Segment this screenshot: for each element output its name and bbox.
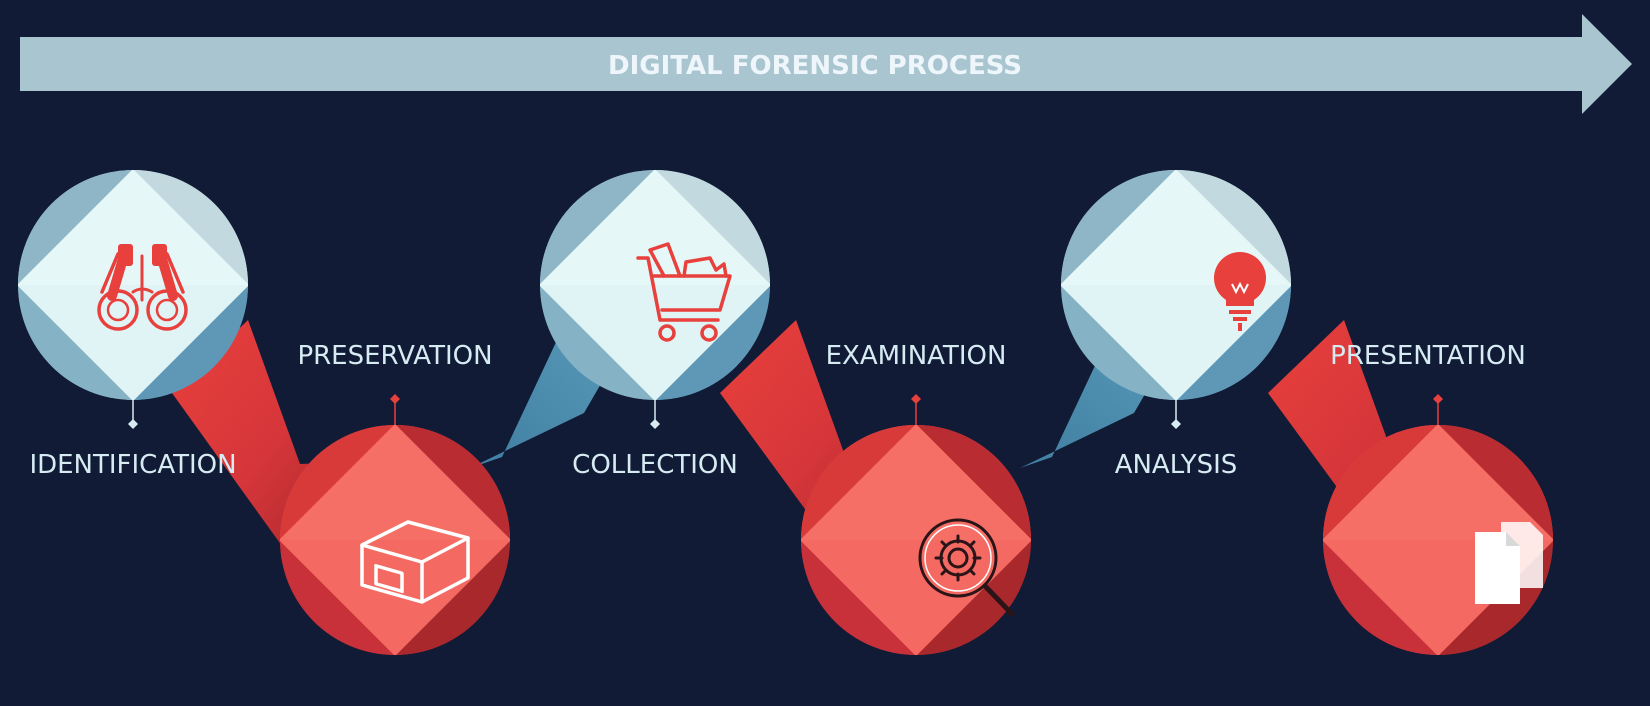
shopping-cart-icon	[636, 242, 732, 342]
gear-magnifier-icon	[918, 518, 1015, 617]
examination-node	[801, 425, 1031, 655]
lightbulb-icon	[1214, 252, 1266, 331]
step-labels: IDENTIFICATION PRESERVATION COLLECTION EXAM…	[29, 341, 1525, 480]
tick-diamond-0	[128, 419, 138, 429]
step-collection	[540, 170, 770, 400]
step-label-analysis: ANALYSIS	[1115, 450, 1238, 480]
step-examination	[801, 425, 1031, 655]
binoculars-icon	[97, 244, 188, 331]
tick-diamond-1	[390, 394, 400, 404]
step-label-identification: IDENTIFICATION	[29, 450, 236, 480]
step-ticks	[128, 394, 1443, 429]
box-icon	[360, 520, 470, 604]
step-analysis	[1061, 170, 1291, 400]
process-title: DIGITAL FORENSIC PROCESS	[608, 51, 1022, 81]
step-label-examination: EXAMINATION	[826, 341, 1007, 371]
tick-diamond-4	[1171, 419, 1181, 429]
step-identification	[18, 170, 248, 400]
process-arrow: DIGITAL FORENSIC PROCESS	[20, 14, 1632, 114]
analysis-node	[1061, 170, 1291, 400]
arrow-banner	[20, 14, 1632, 114]
step-label-preservation: PRESERVATION	[297, 341, 492, 371]
step-presentation	[1323, 425, 1553, 655]
tick-diamond-5	[1433, 394, 1443, 404]
preservation-node	[280, 425, 510, 655]
step-label-presentation: PRESENTATION	[1330, 341, 1526, 371]
tick-diamond-3	[911, 394, 921, 404]
identification-node	[18, 170, 248, 400]
tick-diamond-2	[650, 419, 660, 429]
step-label-collection: COLLECTION	[572, 450, 738, 480]
documents-icon	[1475, 522, 1543, 604]
step-preservation	[280, 425, 510, 655]
